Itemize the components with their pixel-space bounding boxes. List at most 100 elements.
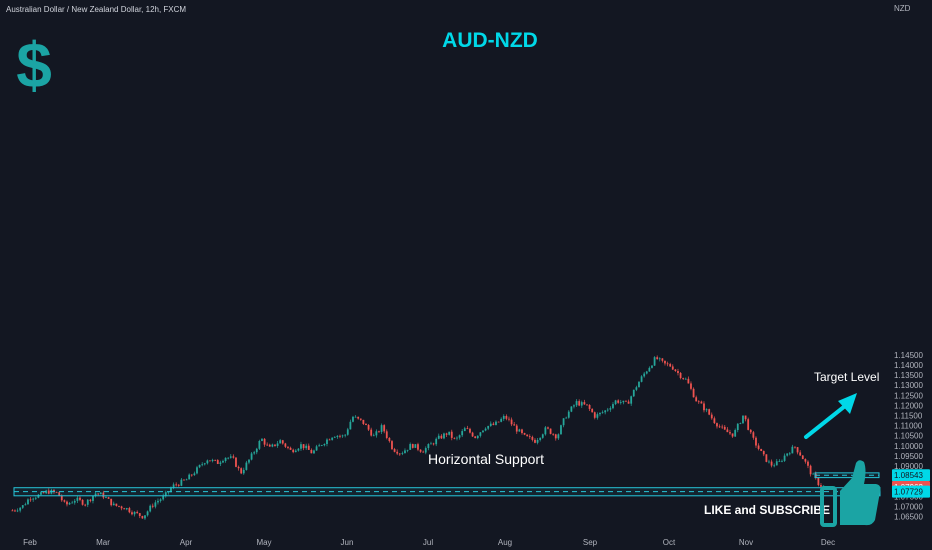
candle xyxy=(21,504,24,509)
candle xyxy=(612,402,614,410)
candle xyxy=(518,428,521,432)
currency-code: NZD xyxy=(894,4,911,13)
candle xyxy=(526,434,529,437)
candle xyxy=(671,364,674,371)
y-tick-label: 1.12000 xyxy=(894,401,923,410)
candle xyxy=(242,467,245,475)
candle xyxy=(749,429,752,435)
candle xyxy=(162,493,165,501)
candle xyxy=(385,429,388,440)
candle xyxy=(367,423,370,431)
candle xyxy=(362,419,365,426)
candle xyxy=(578,399,581,407)
candle xyxy=(73,498,76,505)
candle xyxy=(115,503,118,507)
candle xyxy=(131,510,133,516)
candle xyxy=(248,459,250,465)
y-tick-label: 1.06500 xyxy=(894,513,923,522)
candle xyxy=(601,410,604,414)
candle xyxy=(250,451,253,461)
candle xyxy=(513,421,516,426)
candle xyxy=(216,459,219,465)
candle xyxy=(471,431,474,438)
candle xyxy=(279,438,282,444)
candle xyxy=(310,448,313,454)
candle xyxy=(453,437,456,440)
candle xyxy=(552,433,555,436)
candle xyxy=(682,377,685,381)
y-tick-label: 1.10000 xyxy=(894,442,923,451)
candle xyxy=(305,443,308,450)
candle xyxy=(354,415,357,418)
candle xyxy=(770,459,773,468)
candle xyxy=(617,399,620,404)
price-tag-support: 1.07729 xyxy=(892,485,930,498)
candle xyxy=(531,435,534,442)
candle xyxy=(71,500,74,504)
candle xyxy=(359,418,362,421)
candle xyxy=(565,416,568,419)
candle xyxy=(274,444,276,447)
candle xyxy=(474,436,477,439)
candle xyxy=(404,448,406,454)
candle xyxy=(736,423,739,433)
candle xyxy=(609,406,612,412)
candle xyxy=(315,444,318,451)
candle xyxy=(336,435,339,439)
candle xyxy=(739,422,742,425)
candle xyxy=(289,446,292,451)
candle xyxy=(214,459,217,462)
candle xyxy=(245,460,248,471)
candle xyxy=(450,429,453,441)
candle xyxy=(692,387,695,398)
candle xyxy=(500,417,503,423)
candle xyxy=(81,499,84,506)
candle xyxy=(11,509,14,512)
candle xyxy=(27,498,29,505)
candle xyxy=(40,491,42,496)
like-subscribe-label: LIKE and SUBSCRIBE xyxy=(704,503,830,517)
candle xyxy=(497,421,500,423)
candle xyxy=(128,506,131,514)
y-tick-label: 1.13500 xyxy=(894,371,923,380)
candle xyxy=(349,419,352,430)
candle xyxy=(323,443,326,447)
candle xyxy=(443,432,445,440)
time-axis: Feb Mar Apr May Jun Jul Aug Sep Oct Nov Dec xyxy=(23,538,835,547)
candle xyxy=(193,471,196,476)
arrow-icon xyxy=(804,393,857,439)
candle xyxy=(401,451,404,456)
candle xyxy=(596,412,599,420)
candle xyxy=(502,414,505,422)
candle xyxy=(219,460,222,467)
candle xyxy=(573,404,575,409)
candle xyxy=(799,450,802,456)
candle xyxy=(253,450,256,455)
candle xyxy=(198,464,201,469)
candle xyxy=(94,491,97,498)
candle xyxy=(79,496,81,502)
candle xyxy=(791,444,794,454)
candle xyxy=(757,443,760,451)
x-tick-label: Oct xyxy=(663,538,676,547)
candle xyxy=(32,497,35,502)
candle xyxy=(159,498,162,503)
candle xyxy=(164,490,167,498)
candle xyxy=(534,438,536,444)
candle xyxy=(788,451,791,456)
candle xyxy=(268,443,271,447)
candle xyxy=(796,447,799,455)
candle xyxy=(588,404,591,412)
candle xyxy=(406,449,409,453)
candle xyxy=(411,443,414,449)
candle xyxy=(606,407,609,412)
candle xyxy=(120,505,123,511)
candle xyxy=(783,453,786,463)
candle xyxy=(812,472,815,475)
candle xyxy=(505,414,508,421)
candle xyxy=(687,376,690,384)
candle xyxy=(14,509,16,512)
candle xyxy=(591,408,594,413)
candle xyxy=(333,436,336,438)
candle xyxy=(47,488,50,495)
